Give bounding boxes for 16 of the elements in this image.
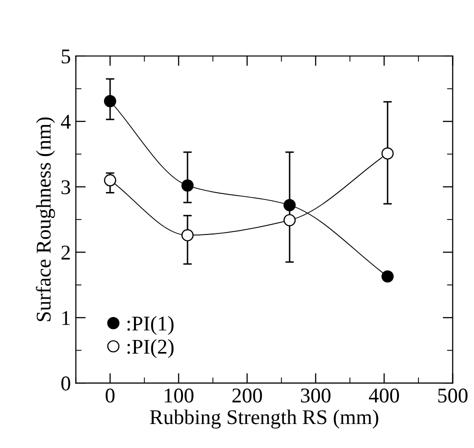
y-tick-label: 2	[61, 246, 70, 260]
x-tick-label: 200	[232, 388, 262, 403]
legend-label: :PI(2)	[127, 339, 174, 358]
y-tick-label: 4	[60, 114, 71, 129]
y-tick-label: 0	[61, 376, 70, 390]
x-tick-label: 400	[368, 388, 399, 403]
y-tick-label: 1	[62, 311, 70, 325]
y-axis-title: Surface Roughness (nm)	[36, 117, 56, 322]
x-tick-label: 500	[438, 388, 468, 403]
y-tick-label: 5	[62, 50, 70, 64]
y-tick-label: 3	[62, 180, 70, 194]
x-axis-title: Rubbing Strength RS (mm)	[150, 410, 378, 429]
legend-label: :PI(1)	[127, 316, 174, 335]
x-tick-label: 300	[301, 388, 330, 403]
x-tick-label: 0	[106, 388, 115, 403]
x-tick-label: 100	[164, 388, 194, 403]
